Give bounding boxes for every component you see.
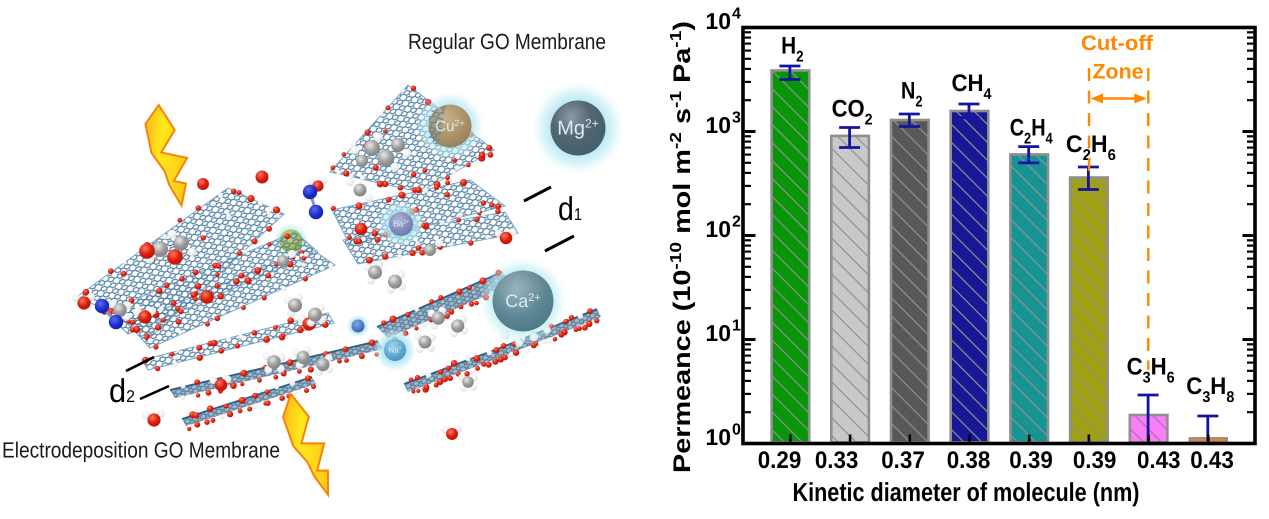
svg-text:Na+: Na+ [388,346,401,355]
svg-text:C2H4: C2H4 [1010,115,1053,148]
svg-text:Cut-off: Cut-off [1081,32,1154,55]
svg-text:CO2: CO2 [832,96,873,129]
svg-text:H2: H2 [781,33,804,66]
svg-text:10: 10 [705,216,731,242]
svg-text:4: 4 [732,6,741,23]
svg-text:2: 2 [732,214,741,231]
svg-text:Kinetic diameter of molecule (: Kinetic diameter of molecule (nm) [793,477,1140,507]
svg-text:0.29: 0.29 [758,447,802,474]
svg-text:CH4: CH4 [952,70,992,103]
svg-text:N2: N2 [901,78,923,111]
svg-text:C3H8: C3H8 [1186,373,1234,406]
svg-text:0.43: 0.43 [1137,447,1181,474]
svg-text:Electrodeposition GO Membrane: Electrodeposition GO Membrane [2,438,280,463]
svg-text:1: 1 [732,318,741,335]
svg-text:0.43: 0.43 [1190,447,1234,474]
svg-text:Permeance (10-10 mol m-2 s-1 P: Permeance (10-10 mol m-2 s-1 Pa-1) [668,21,696,473]
svg-text:0.37: 0.37 [881,447,925,474]
svg-text:C2H6: C2H6 [1066,131,1116,164]
svg-text:10: 10 [705,112,731,138]
svg-text:0: 0 [732,422,741,439]
svg-text:10: 10 [705,320,731,346]
svg-text:10: 10 [705,424,731,450]
svg-text:C3H6: C3H6 [1127,354,1175,387]
svg-text:Regular GO Membrane: Regular GO Membrane [408,29,606,54]
svg-text:0.39: 0.39 [1009,447,1053,474]
svg-text:Ba2+: Ba2+ [393,219,409,229]
svg-text:0.38: 0.38 [947,447,991,474]
svg-text:3: 3 [732,110,741,127]
svg-text:10: 10 [705,8,731,34]
svg-text:Zone: Zone [1093,61,1144,84]
svg-text:0.39: 0.39 [1073,447,1117,474]
svg-text:0.33: 0.33 [815,447,859,474]
